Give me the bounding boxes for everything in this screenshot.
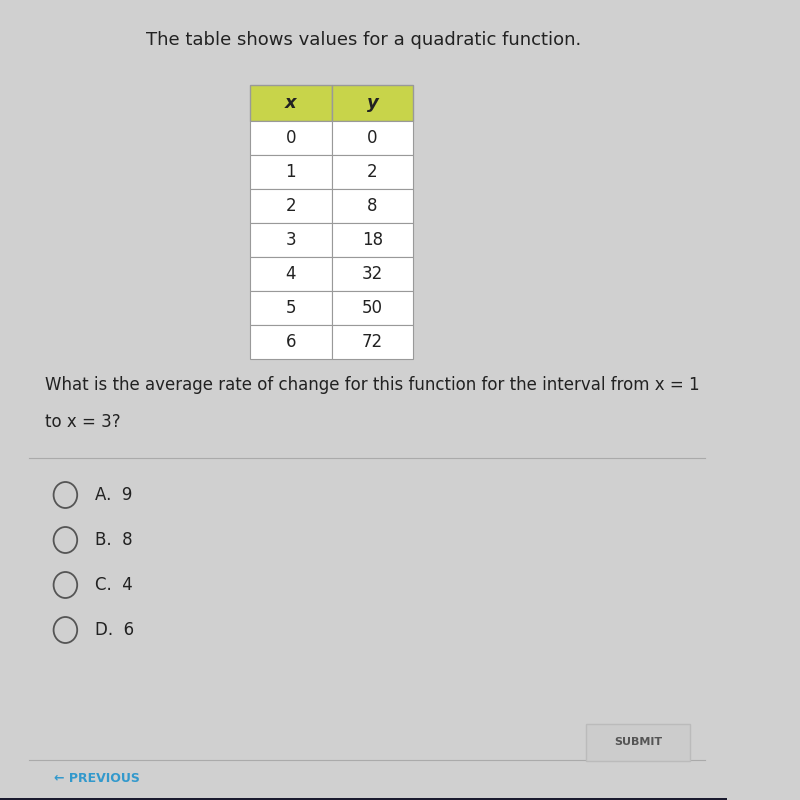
Text: The table shows values for a quadratic function.: The table shows values for a quadratic f… xyxy=(146,31,581,49)
Bar xyxy=(331,121,414,155)
Bar xyxy=(331,325,414,359)
Bar xyxy=(331,291,414,325)
Text: ← PREVIOUS: ← PREVIOUS xyxy=(54,771,140,785)
Bar xyxy=(0,798,726,800)
Text: y: y xyxy=(366,94,378,112)
Bar xyxy=(331,85,414,121)
Bar xyxy=(250,291,331,325)
Bar xyxy=(250,121,331,155)
Bar xyxy=(250,223,331,257)
Bar xyxy=(331,223,414,257)
Bar xyxy=(250,325,331,359)
Text: x: x xyxy=(285,94,297,112)
Bar xyxy=(331,257,414,291)
Text: 6: 6 xyxy=(286,333,296,351)
Bar xyxy=(331,155,414,189)
Text: 1: 1 xyxy=(286,163,296,181)
Bar xyxy=(250,257,331,291)
Text: What is the average rate of change for this function for the interval from x = 1: What is the average rate of change for t… xyxy=(46,376,700,394)
Text: B.  8: B. 8 xyxy=(95,531,133,549)
Text: 8: 8 xyxy=(367,197,378,215)
Text: C.  4: C. 4 xyxy=(95,576,133,594)
Text: 32: 32 xyxy=(362,265,383,283)
Bar xyxy=(586,724,690,761)
Bar xyxy=(331,189,414,223)
Text: 2: 2 xyxy=(286,197,296,215)
Text: 5: 5 xyxy=(286,299,296,317)
Text: 4: 4 xyxy=(286,265,296,283)
Bar xyxy=(250,189,331,223)
Text: to x = 3?: to x = 3? xyxy=(46,413,121,431)
Text: SUBMIT: SUBMIT xyxy=(614,737,662,747)
Text: 2: 2 xyxy=(367,163,378,181)
Text: 50: 50 xyxy=(362,299,383,317)
Text: 3: 3 xyxy=(286,231,296,249)
Bar xyxy=(250,85,331,121)
Bar xyxy=(250,155,331,189)
Text: 0: 0 xyxy=(286,129,296,147)
Text: 18: 18 xyxy=(362,231,383,249)
Text: A.  9: A. 9 xyxy=(95,486,133,504)
Text: D.  6: D. 6 xyxy=(95,621,134,639)
Text: 0: 0 xyxy=(367,129,378,147)
Text: 72: 72 xyxy=(362,333,383,351)
